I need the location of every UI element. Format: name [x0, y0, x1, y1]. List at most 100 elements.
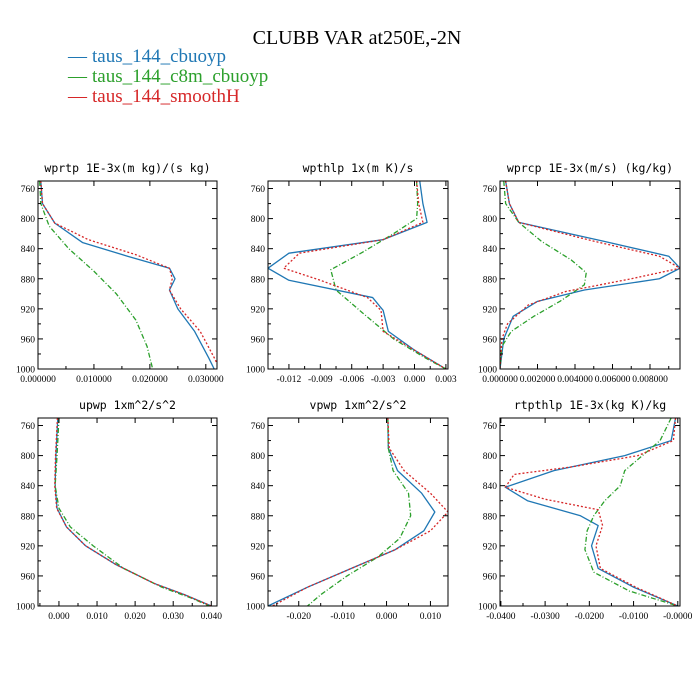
x-tick-label: -0.0400	[486, 612, 516, 622]
y-tick-label: 880	[483, 512, 498, 522]
panel-title: wprtp 1E-3x(m kg)/(s kg)	[44, 161, 210, 175]
series-line-1	[268, 181, 447, 369]
series-group	[54, 418, 212, 606]
y-tick-label: 760	[21, 422, 36, 432]
legend-label-3: taus_144_smoothH	[92, 86, 240, 107]
series-line-1	[504, 418, 679, 606]
y-tick-label: 920	[483, 305, 498, 315]
y-tick-label: 880	[483, 275, 498, 285]
x-tick-label: 0.003	[435, 375, 457, 385]
y-tick-label: 800	[21, 452, 36, 462]
y-tick-label: 880	[251, 275, 266, 285]
panel-6: rtpthlp 1E-3x(kg K)/kg 760 800 840 880 920 960…	[478, 398, 693, 622]
x-tick-label: 0.006000	[595, 375, 631, 385]
figure-legend: — taus_144_cbuoyp — taus_144_c8m_cbuoyp …	[67, 46, 268, 107]
series-line-2	[330, 181, 447, 369]
figure-title: CLUBB VAR at250E,-2N	[253, 27, 462, 49]
legend-label-2: taus_144_c8m_cbuoyp	[92, 66, 268, 87]
y-tick-label: 800	[21, 215, 36, 225]
y-tick-label: 840	[483, 482, 498, 492]
panel-1: wprtp 1E-3x(m kg)/(s kg) 760 800 840 880 920 9…	[16, 161, 224, 385]
legend-label-1: taus_144_cbuoyp	[92, 46, 226, 67]
plot-frame	[267, 417, 449, 607]
y-tick-label: 760	[483, 185, 498, 195]
y-tick-label: 880	[21, 512, 36, 522]
y-tick-label: 840	[251, 245, 266, 255]
x-tick-label: -0.010	[330, 612, 355, 622]
panels-group: wprtp 1E-3x(m kg)/(s kg) 760 800 840 880 920 9…	[16, 161, 693, 622]
x-tick-label: -0.0300	[530, 612, 560, 622]
series-line-3	[504, 418, 679, 606]
x-tick-label: 0.008000	[632, 375, 668, 385]
y-tick-label: 800	[483, 215, 498, 225]
plot-frame	[37, 417, 218, 607]
panel-4: upwp 1xm^2/s^2 760 800 840 880 920 960 1000 0.00…	[16, 398, 222, 622]
y-tick-label: 840	[483, 245, 498, 255]
series-line-2	[54, 418, 210, 606]
series-line-2	[39, 181, 154, 369]
legend-dash-1: —	[67, 46, 88, 67]
series-line-3	[54, 418, 212, 606]
y-tick-label: 760	[483, 422, 498, 432]
y-tick-label: 920	[21, 542, 36, 552]
x-tick-label: -0.009	[308, 375, 333, 385]
panel-title: wprcp 1E-3x(m/s) (kg/kg)	[507, 161, 673, 175]
series-group	[268, 181, 447, 369]
plot-frame	[499, 417, 681, 607]
x-tick-label: -0.003	[371, 375, 396, 385]
y-tick-label: 800	[251, 215, 266, 225]
y-tick-label: 760	[251, 185, 266, 195]
y-tick-label: 760	[21, 185, 36, 195]
plot-frame	[267, 180, 449, 370]
x-tick-label: 0.000	[48, 612, 70, 622]
y-tick-label: 1000	[16, 603, 35, 613]
x-tick-label: 0.020	[124, 612, 146, 622]
legend-entry-2: — taus_144_c8m_cbuoyp	[67, 66, 268, 87]
x-tick-label: 0.030000	[188, 375, 224, 385]
x-tick-label: 0.002000	[520, 375, 556, 385]
y-tick-label: 1000	[478, 366, 497, 376]
y-tick-label: 840	[21, 245, 36, 255]
x-tick-label: 0.000000	[20, 375, 56, 385]
y-tick-label: 880	[251, 512, 266, 522]
y-tick-label: 960	[483, 335, 498, 345]
series-line-1	[268, 418, 436, 606]
x-tick-label: -0.012	[277, 375, 302, 385]
legend-entry-3: — taus_144_smoothH	[67, 86, 240, 107]
series-group	[500, 181, 680, 369]
y-tick-label: 920	[251, 305, 266, 315]
panel-title: vpwp 1xm^2/s^2	[310, 398, 407, 412]
x-tick-label: 0.000	[404, 375, 426, 385]
x-tick-label: 0.020000	[132, 375, 168, 385]
legend-dash-3: —	[67, 86, 88, 107]
series-line-2	[307, 418, 412, 606]
x-tick-label: -0.006	[339, 375, 364, 385]
panel-title: upwp 1xm^2/s^2	[79, 398, 176, 412]
panel-title: rtpthlp 1E-3x(kg K)/kg	[514, 398, 666, 412]
y-tick-label: 1000	[478, 603, 497, 613]
plot-frame	[499, 180, 681, 370]
series-line-3	[500, 181, 680, 369]
x-tick-label: -0.0000	[663, 612, 693, 622]
y-tick-label: 920	[21, 305, 36, 315]
y-tick-label: 960	[21, 572, 36, 582]
y-tick-label: 1000	[246, 603, 265, 613]
series-group	[39, 181, 217, 369]
series-line-3	[40, 181, 217, 365]
y-tick-label: 920	[483, 542, 498, 552]
y-tick-label: 800	[251, 452, 266, 462]
y-tick-label: 960	[483, 572, 498, 582]
y-tick-label: 840	[251, 482, 266, 492]
y-tick-label: 960	[21, 335, 36, 345]
x-tick-label: 0.030	[163, 612, 185, 622]
y-tick-label: 960	[251, 335, 266, 345]
x-tick-label: 0.010000	[76, 375, 112, 385]
series-group	[504, 418, 679, 606]
legend-dash-2: —	[67, 66, 88, 87]
x-tick-label: 0.004000	[557, 375, 593, 385]
y-tick-label: 760	[251, 422, 266, 432]
panel-2: wpthlp 1x(m K)/s 760 800 840 880 920 960 1000 -0…	[246, 161, 457, 385]
x-tick-label: 0.000000	[482, 375, 518, 385]
